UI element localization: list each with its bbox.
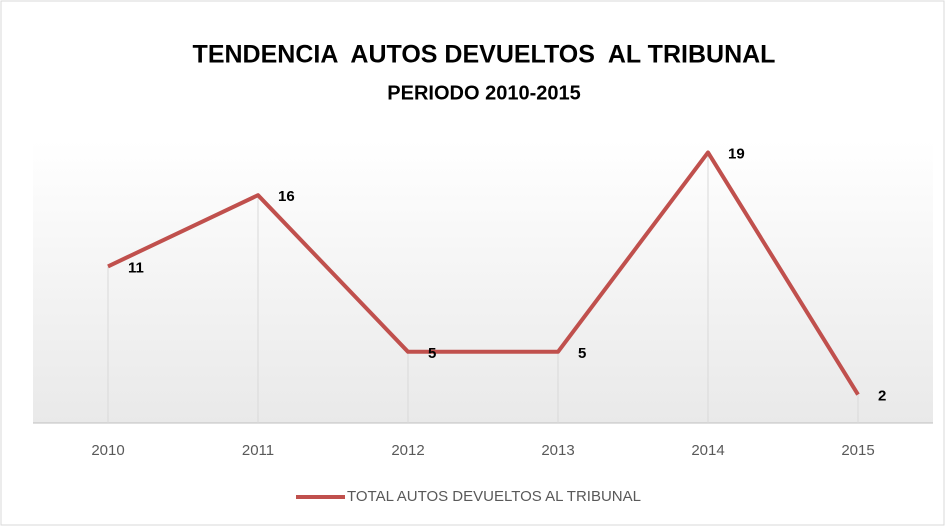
x-tick-label: 2015 xyxy=(841,442,874,459)
legend-label: TOTAL AUTOS DEVUELTOS AL TRIBUNAL xyxy=(347,488,641,505)
x-tick-label: 2012 xyxy=(391,442,424,459)
chart-title: TENDENCIA AUTOS DEVUELTOS AL TRIBUNAL xyxy=(193,41,776,69)
data-label: 19 xyxy=(728,145,745,162)
data-label: 16 xyxy=(278,188,295,205)
x-tick-label: 2011 xyxy=(242,442,274,459)
data-label: 5 xyxy=(578,345,586,362)
data-label: 5 xyxy=(428,345,436,362)
x-tick-label: 2010 xyxy=(91,442,124,459)
series-line xyxy=(107,150,860,396)
chart-subtitle: PERIODO 2010-2015 xyxy=(387,82,580,104)
plot-area xyxy=(33,140,933,423)
data-label: 11 xyxy=(128,259,144,276)
data-label: 2 xyxy=(878,387,886,404)
x-tick-label: 2014 xyxy=(691,442,724,459)
x-tick-label: 2013 xyxy=(541,442,574,459)
